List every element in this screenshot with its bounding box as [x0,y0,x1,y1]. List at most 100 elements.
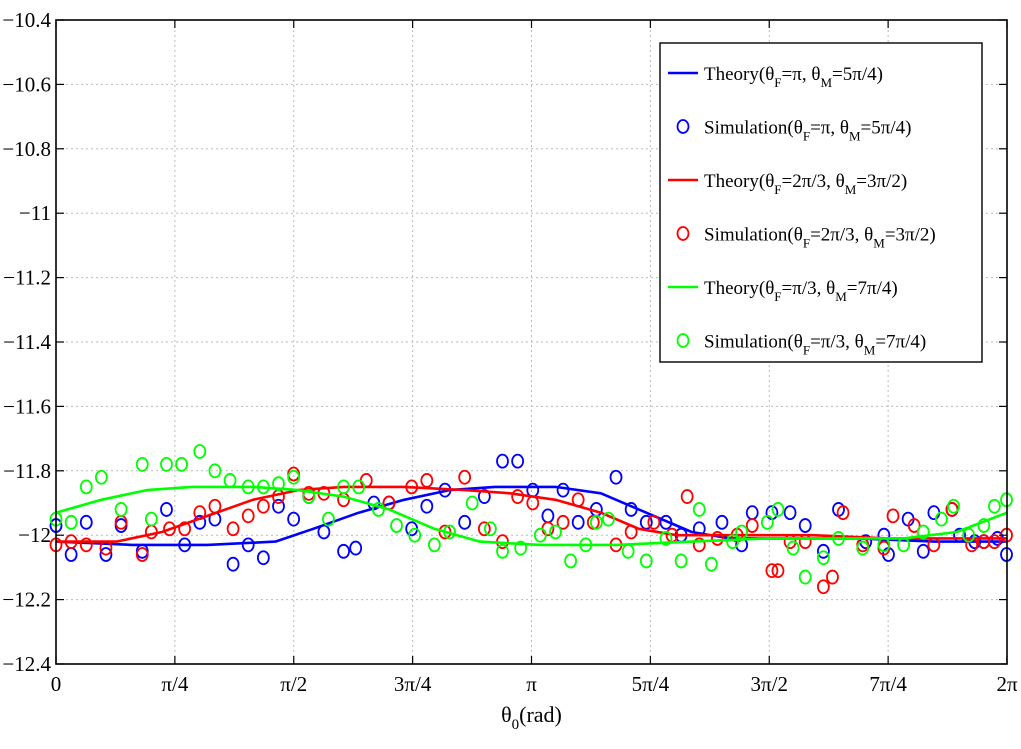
data-point-marker [589,514,603,530]
data-point-marker [674,553,688,569]
data-point-marker [208,463,222,479]
data-point-marker [947,498,960,514]
data-point-marker [988,534,1001,550]
data-point-marker [659,514,673,530]
legend-label: Theory(θF=π, θM=5π/4) [704,64,883,90]
data-point-marker [483,521,497,537]
y-tick-labels: −10.4 −10.6 −10.8 −11 −11.2 −11.4 −11.6 −11.8 −1… [2,8,51,676]
y-tick-label: −11.2 [3,266,51,290]
data-point-marker [541,508,555,524]
data-point-marker [798,534,812,550]
data-point-marker [927,537,941,553]
data-point-marker [135,456,149,472]
x-tick-label: π [526,672,537,696]
data-point-marker [477,521,491,537]
data-point-marker [427,537,441,553]
data-point-marker [977,518,991,533]
legend-label: Theory(θF=2π/3, θM=3π/2) [704,171,907,197]
data-point-marker [533,527,547,543]
data-point-marker [317,524,331,540]
data-point-marker [443,524,456,540]
data-point-marker [771,502,785,517]
data-point-marker [549,524,562,540]
data-point-marker [571,514,585,530]
data-point-marker [420,473,434,488]
data-point-marker [337,543,350,559]
y-tick-label: −11 [19,201,51,225]
data-point-marker [287,511,301,527]
data-point-marker [458,514,472,530]
x-tick-label: 5π/4 [632,672,670,696]
legend-box [659,42,983,363]
data-point-marker [79,537,93,553]
data-point-marker [79,479,93,495]
data-point-marker [465,495,479,511]
data-point-marker [647,514,661,530]
data-point-marker [624,524,638,540]
y-tick-label: −10.8 [2,137,51,161]
x-tick-label: 0 [51,672,62,696]
data-point-marker [241,508,255,524]
data-point-marker [798,569,812,585]
data-point-marker [178,521,192,537]
data-point-marker [178,537,192,553]
data-point-marker [609,469,623,485]
data-point-marker [175,456,189,472]
data-point-marker [144,511,158,527]
data-point-marker [241,537,255,553]
data-point-marker [704,556,718,572]
data-point-marker [256,550,270,566]
legend: Theory(θF=π, θM=5π/4) Simulation(θF=π, θM… [659,42,983,363]
data-point-marker [223,473,237,488]
data-point-marker [349,540,363,556]
data-point-marker [816,579,830,595]
data-point-marker [511,453,525,469]
data-point-marker [135,547,149,562]
series-line-2 [56,485,1007,543]
data-point-marker [193,514,207,530]
data-point-marker [735,524,749,540]
data-point-marker [556,514,570,530]
legend-label: Simulation(θF=π, θM=5π/4) [704,118,911,144]
data-point-marker [64,547,78,562]
y-tick-label: −10.6 [2,72,51,96]
data-point-marker [916,524,930,540]
data-point-marker [371,502,385,517]
data-point-marker [965,537,979,553]
data-point-marker [935,511,948,527]
y-tick-label: −12.2 [2,588,51,612]
data-point-marker [160,502,173,517]
data-point-marker [226,556,240,572]
y-tick-label: −10.4 [2,8,51,32]
data-point-marker [624,502,638,517]
data-point-marker [322,511,335,527]
data-point-marker [272,476,285,492]
data-point-marker [579,537,593,553]
data-point-marker [359,473,373,488]
data-point-marker [556,482,570,498]
data-point-marker [680,489,694,504]
data-point-marker [99,540,113,556]
data-point-marker [420,498,434,514]
data-point-marker [602,511,615,527]
data-point-marker [79,514,93,530]
data-point-marker [193,444,207,459]
data-point-marker [302,489,316,504]
data-point-marker [816,550,830,566]
data-point-marker [907,518,921,533]
legend-marker-swatch [676,119,690,134]
data-point-marker [352,479,366,495]
data-point-marker [256,479,270,495]
data-point-marker [832,531,845,546]
data-point-marker [886,508,900,524]
legend-marker-swatch [676,333,690,348]
data-point-marker [564,553,578,569]
data-point-marker [962,527,976,543]
data-point-marker [541,521,555,537]
data-point-marker [458,469,472,485]
data-point-marker [438,524,452,540]
data-point-marker [64,514,78,530]
data-point-marker [816,543,830,559]
data-point-marker [193,505,207,521]
data-point-marker [526,495,540,511]
